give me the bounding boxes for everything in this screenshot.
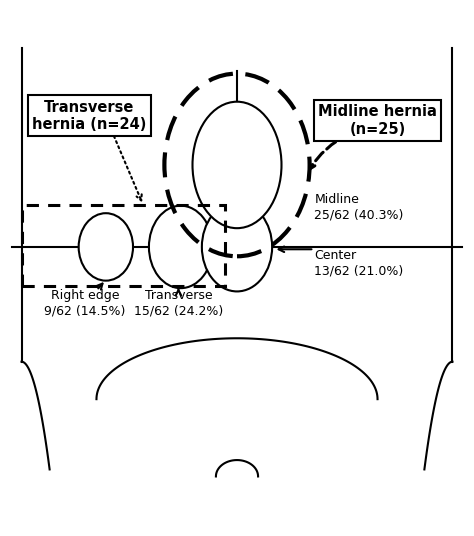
Text: Transverse
15/62 (24.2%): Transverse 15/62 (24.2%) — [134, 289, 223, 317]
Text: Transverse
hernia (n=24): Transverse hernia (n=24) — [32, 100, 146, 132]
Text: Center
13/62 (21.0%): Center 13/62 (21.0%) — [314, 249, 403, 277]
Ellipse shape — [192, 102, 282, 228]
Text: Midline hernia
(n=25): Midline hernia (n=25) — [318, 104, 437, 137]
Text: Right edge
9/62 (14.5%): Right edge 9/62 (14.5%) — [44, 289, 126, 317]
Ellipse shape — [202, 203, 272, 292]
Ellipse shape — [149, 206, 213, 288]
Text: Midline
25/62 (40.3%): Midline 25/62 (40.3%) — [314, 193, 404, 221]
Ellipse shape — [79, 213, 133, 281]
